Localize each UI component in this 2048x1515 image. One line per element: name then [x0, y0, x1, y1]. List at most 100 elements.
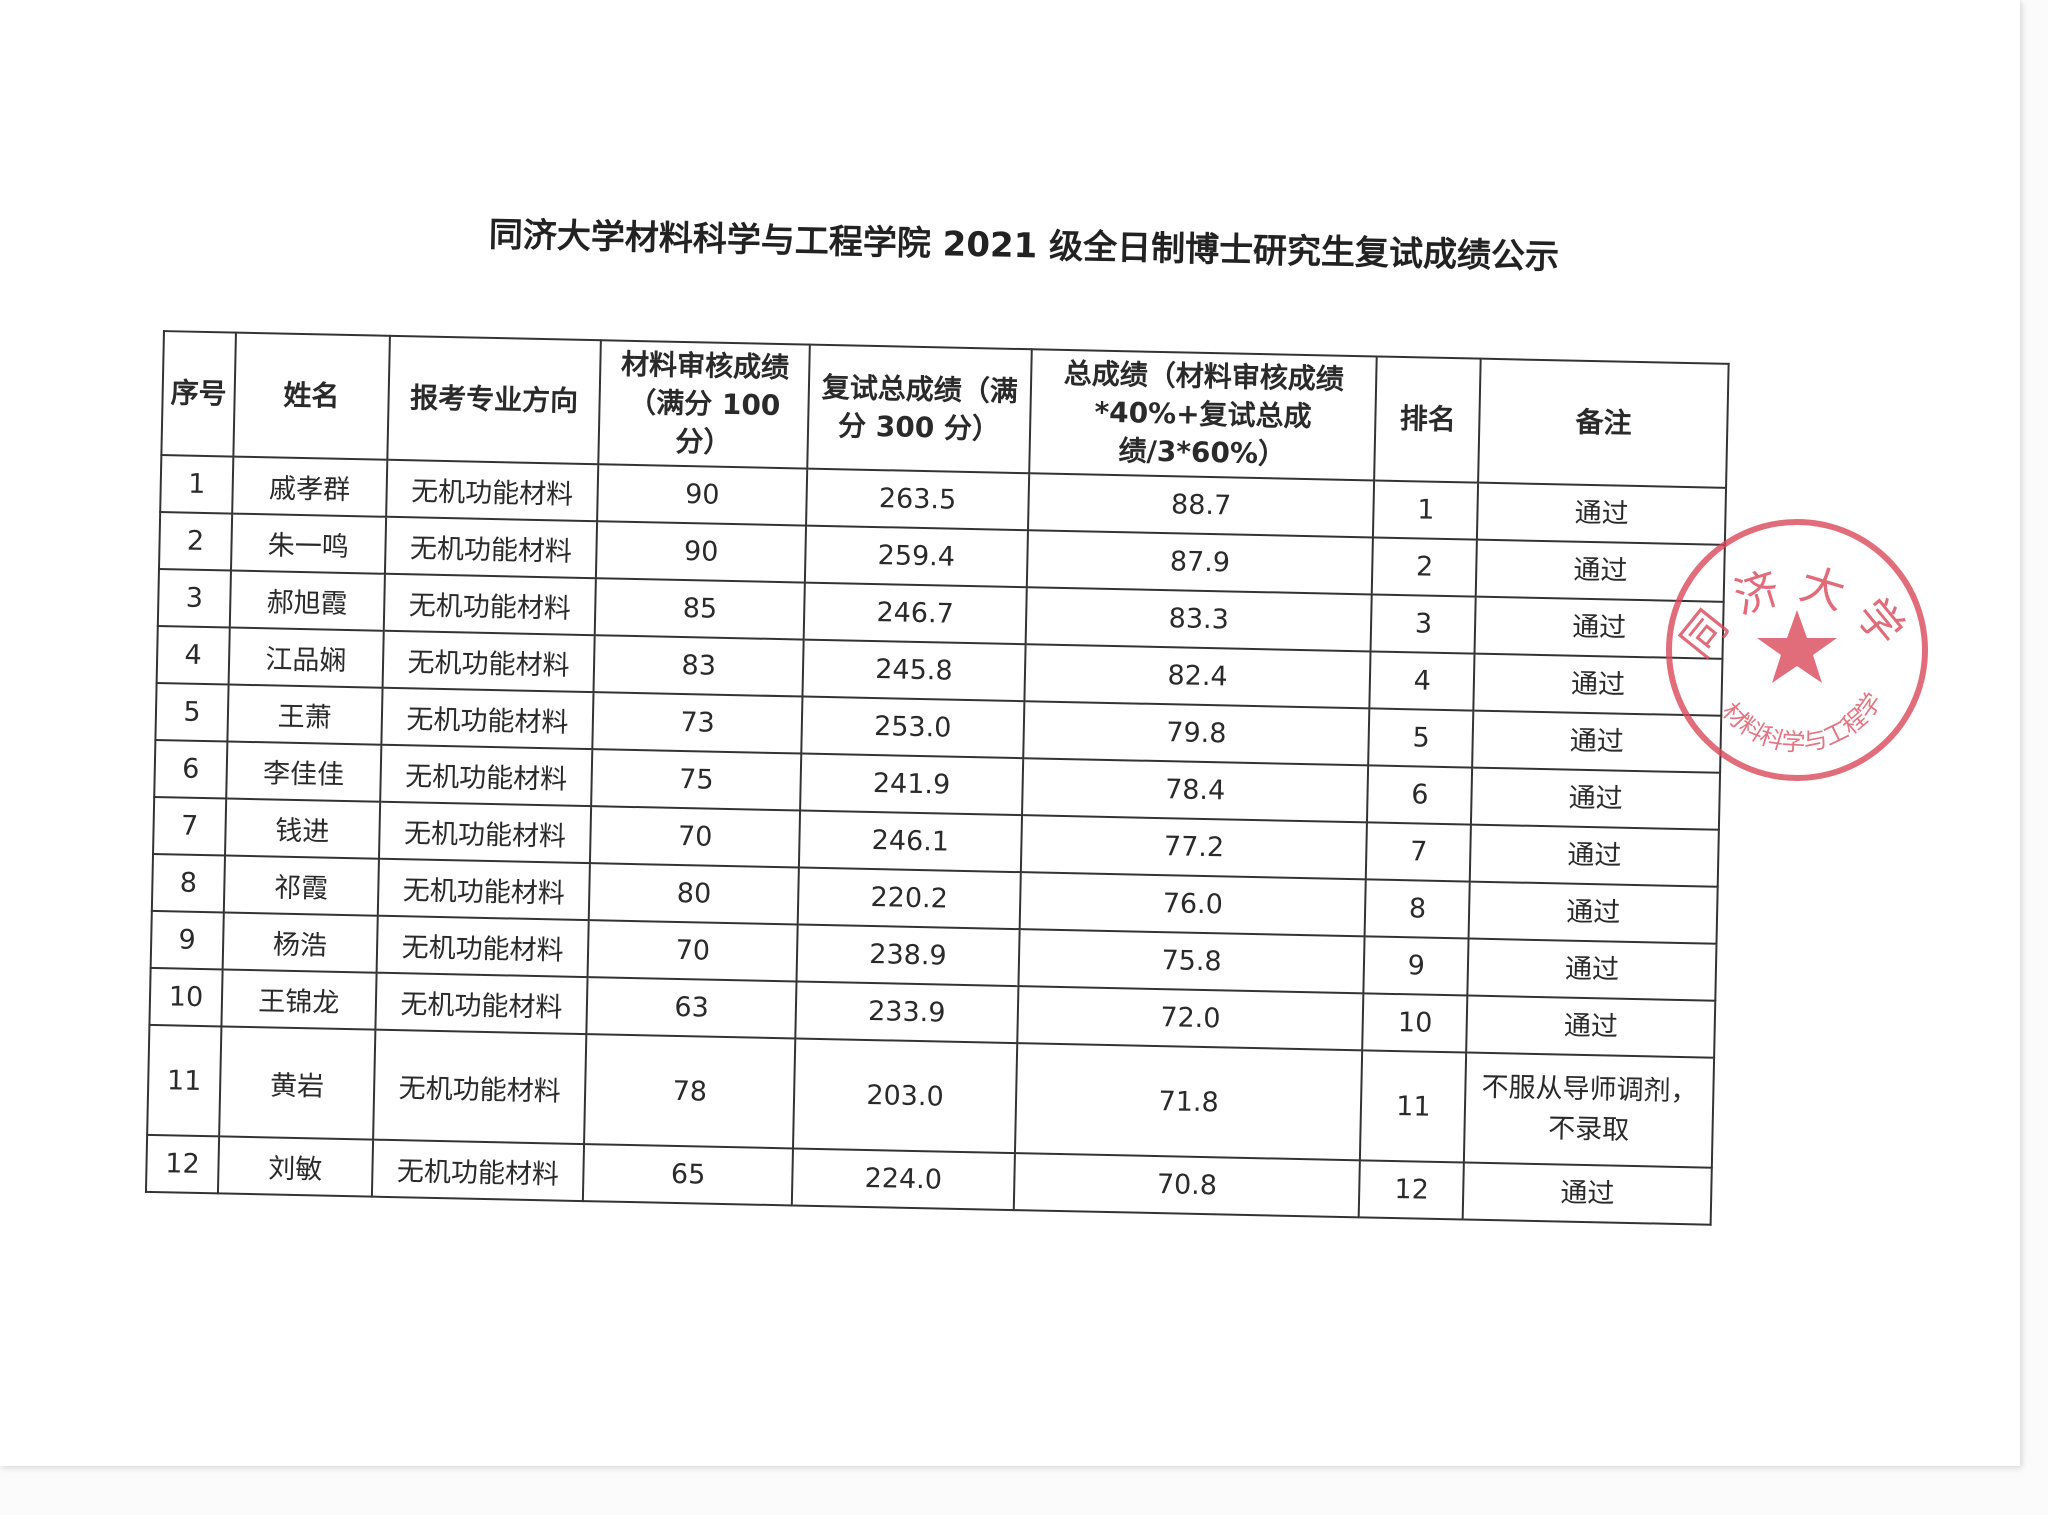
cell-material-score: 63: [586, 977, 797, 1039]
cell-name: 李佳佳: [226, 741, 382, 802]
cell-remark: 通过: [1466, 995, 1716, 1058]
cell-total-score: 83.3: [1025, 587, 1373, 652]
cell-remark: 通过: [1462, 1162, 1712, 1225]
cell-material-score: 80: [589, 863, 799, 925]
cell-rank: 2: [1372, 537, 1478, 597]
cell-total-score: 88.7: [1027, 473, 1375, 538]
cell-remark: 通过: [1470, 824, 1719, 887]
cell-seq: 9: [150, 910, 224, 970]
cell-rank: 10: [1362, 993, 1468, 1053]
cell-seq: 2: [158, 512, 233, 571]
cell-major: 无机功能材料: [385, 459, 599, 522]
column-header: 姓名: [233, 332, 390, 460]
cell-major: 无机功能材料: [371, 1139, 585, 1202]
cell-name: 刘敏: [217, 1136, 373, 1197]
cell-major: 无机功能材料: [382, 630, 596, 693]
cell-seq: 5: [155, 683, 229, 742]
cell-material-score: 70: [590, 806, 801, 868]
cell-seq: 7: [153, 796, 227, 856]
cell-material-score: 70: [587, 920, 798, 982]
cell-rank: 11: [1360, 1050, 1467, 1163]
document-page: [0, 0, 2020, 1466]
cell-major: 无机功能材料: [384, 516, 598, 579]
cell-name: 朱一鸣: [230, 513, 386, 574]
cell-major: 无机功能材料: [378, 801, 592, 864]
cell-name: 王锦龙: [221, 969, 377, 1030]
cell-rank: 3: [1370, 594, 1477, 654]
cell-remark: 通过: [1467, 938, 1717, 1001]
column-header: 复试总成绩（满分 300 分）: [807, 344, 1032, 474]
cell-material-score: 90: [597, 464, 808, 526]
cell-total-score: 79.8: [1023, 701, 1370, 766]
cell-total-score: 82.4: [1024, 644, 1371, 709]
cell-major: 无机功能材料: [375, 972, 588, 1035]
cell-rank: 8: [1365, 879, 1471, 939]
column-header: 排名: [1374, 356, 1482, 483]
cell-total-score: 71.8: [1014, 1043, 1363, 1161]
cell-retest-score: 246.7: [803, 582, 1027, 645]
cell-rank: 9: [1363, 936, 1469, 996]
cell-retest-score: 220.2: [797, 867, 1021, 930]
cell-name: 杨浩: [222, 912, 378, 973]
cell-rank: 1: [1373, 480, 1479, 540]
cell-seq: 3: [157, 569, 231, 628]
cell-name: 祁霞: [223, 855, 379, 916]
cell-seq: 10: [149, 967, 223, 1027]
column-header: 备注: [1478, 358, 1729, 488]
cell-rank: 6: [1367, 765, 1473, 825]
cell-retest-score: 233.9: [795, 981, 1019, 1044]
cell-material-score: 65: [583, 1144, 794, 1206]
cell-name: 戚孝群: [232, 456, 388, 517]
cell-retest-score: 203.0: [793, 1038, 1018, 1154]
cell-total-score: 78.4: [1021, 758, 1369, 823]
cell-material-score: 75: [591, 749, 802, 811]
column-header: 序号: [161, 331, 236, 457]
cell-material-score: 73: [592, 692, 803, 754]
cell-rank: 4: [1369, 651, 1475, 711]
official-seal: 同济大学 材料科学与工程学院: [1662, 515, 1928, 781]
cell-remark: 通过: [1468, 881, 1718, 944]
cell-total-score: 70.8: [1013, 1153, 1361, 1218]
cell-material-score: 85: [595, 578, 805, 640]
cell-retest-score: 263.5: [806, 468, 1029, 531]
score-table: 序号 姓名 报考专业方向 材料审核成绩（满分 100 分） 复试总成绩（满分 300 分…: [145, 330, 1730, 1226]
cell-major: 无机功能材料: [376, 915, 590, 978]
cell-rank: 7: [1366, 822, 1472, 882]
cell-rank: 12: [1359, 1160, 1465, 1220]
cell-seq: 11: [147, 1024, 222, 1137]
cell-name: 黄岩: [219, 1026, 376, 1140]
cell-seq: 6: [154, 739, 228, 799]
cell-total-score: 75.8: [1018, 929, 1366, 994]
cell-seq: 8: [151, 853, 225, 913]
cell-major: 无机功能材料: [372, 1029, 587, 1145]
cell-total-score: 87.9: [1026, 530, 1374, 595]
cell-retest-score: 224.0: [791, 1148, 1015, 1211]
cell-name: 钱进: [224, 798, 380, 859]
column-header: 材料审核成绩（满分 100 分）: [598, 340, 810, 469]
cell-material-score: 78: [584, 1034, 796, 1149]
cell-rank: 5: [1368, 708, 1474, 768]
column-header: 总成绩（材料审核成绩*40%+复试总成绩/3*60%）: [1028, 349, 1378, 481]
cell-name: 郝旭霞: [229, 570, 385, 631]
cell-retest-score: 245.8: [802, 639, 1026, 702]
cell-major: 无机功能材料: [383, 573, 597, 636]
cell-major: 无机功能材料: [377, 858, 591, 921]
cell-seq: 12: [145, 1134, 220, 1194]
cell-major: 无机功能材料: [381, 687, 594, 750]
column-header: 报考专业方向: [387, 335, 602, 465]
cell-seq: 4: [156, 626, 230, 685]
page-title: 同济大学材料科学与工程学院 2021 级全日制博士研究生复试成绩公示: [488, 214, 1560, 278]
cell-seq: 1: [160, 455, 234, 514]
cell-retest-score: 253.0: [801, 696, 1025, 759]
cell-name: 王萧: [227, 684, 383, 745]
cell-total-score: 77.2: [1020, 815, 1368, 880]
cell-total-score: 72.0: [1017, 986, 1364, 1051]
cell-remark: 不服从导师调剂，不录取: [1464, 1052, 1715, 1168]
cell-major: 无机功能材料: [379, 744, 593, 807]
cell-retest-score: 259.4: [804, 525, 1028, 588]
star-icon: [1757, 610, 1837, 683]
cell-retest-score: 241.9: [800, 753, 1024, 816]
cell-retest-score: 238.9: [796, 924, 1020, 987]
cell-retest-score: 246.1: [798, 810, 1022, 873]
cell-material-score: 90: [596, 521, 807, 583]
